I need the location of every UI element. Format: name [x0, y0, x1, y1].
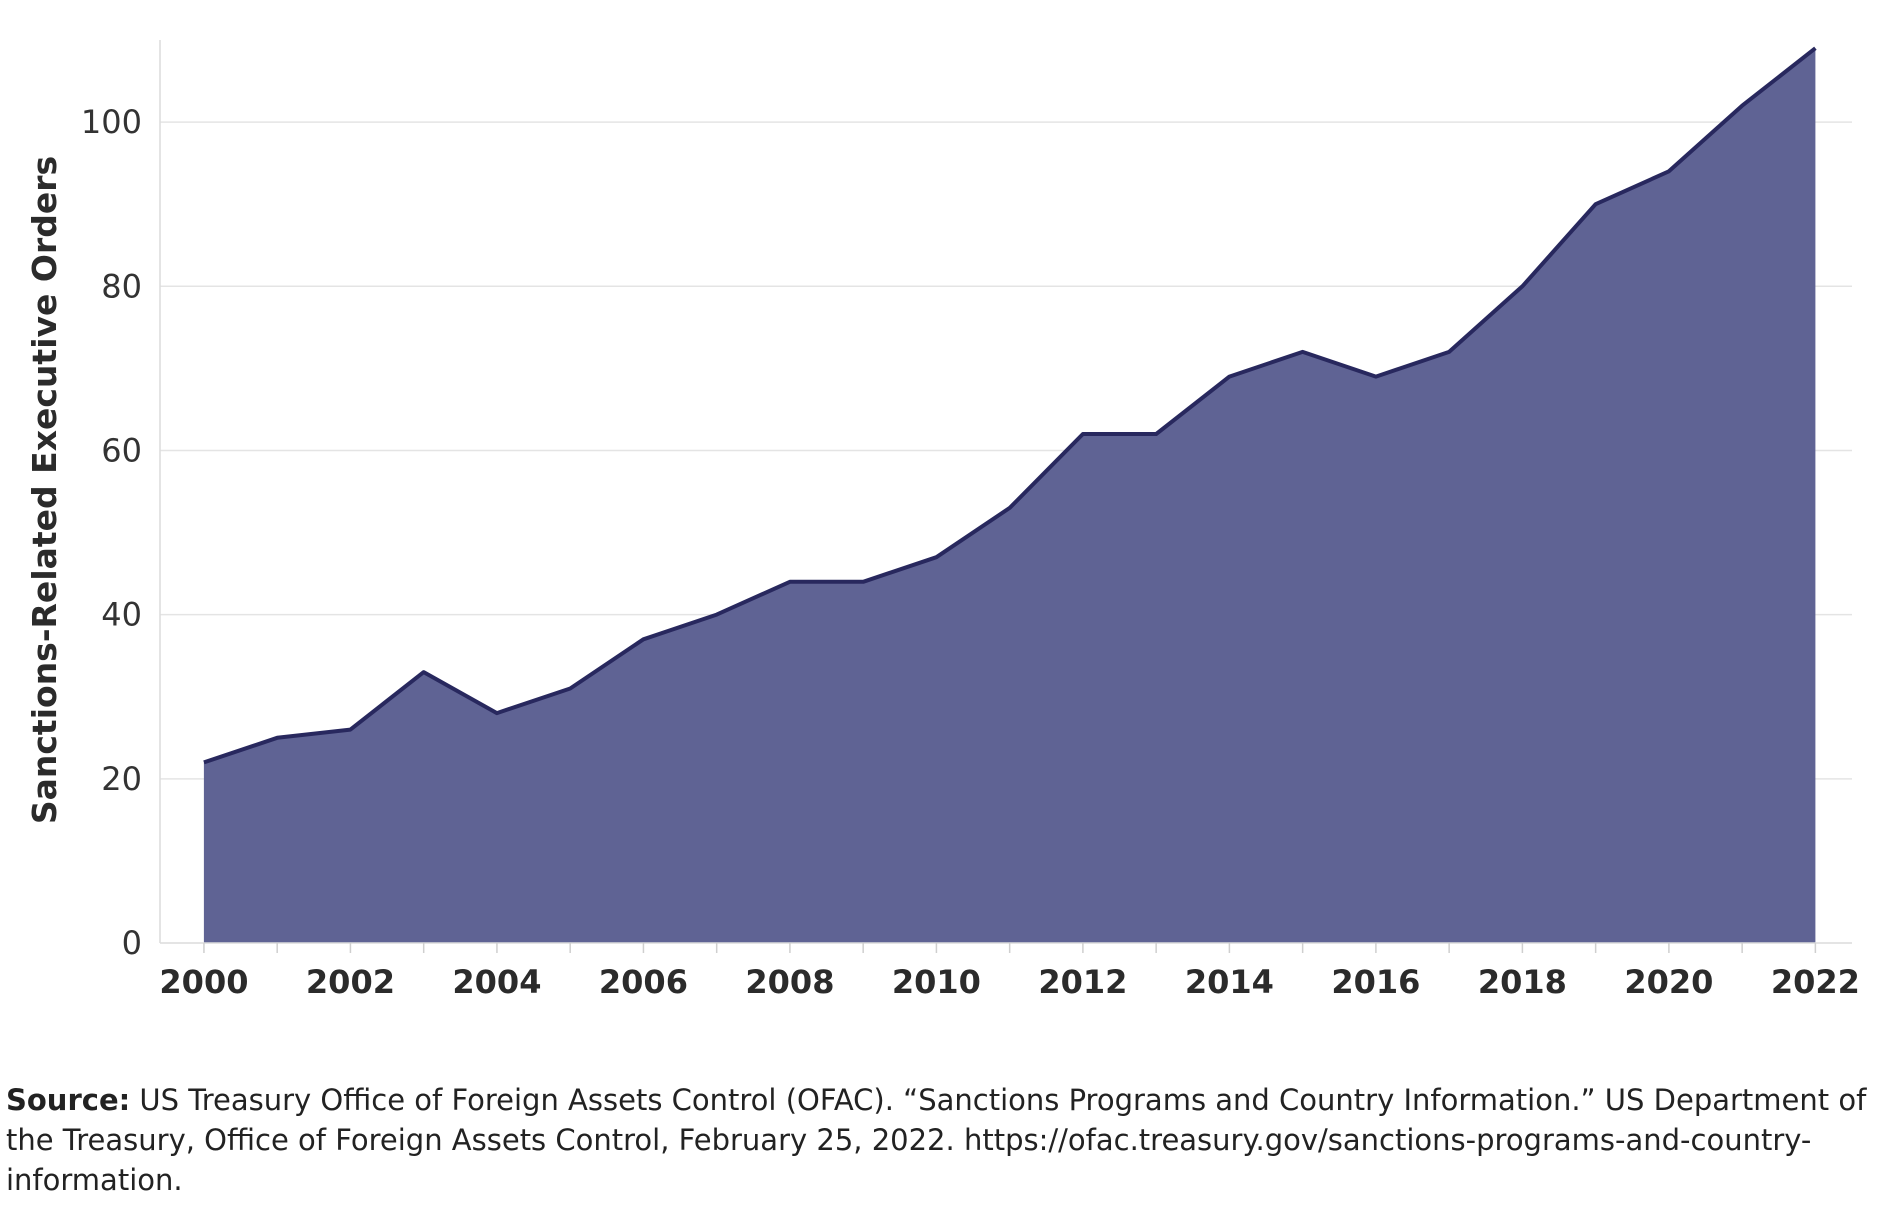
source-label: Source:: [6, 1083, 131, 1117]
y-axis-label: Sanctions-Related Executive Orders: [25, 156, 64, 824]
x-tick-label: 2022: [1771, 963, 1860, 1001]
x-tick-label: 2016: [1331, 963, 1420, 1001]
x-tick-label: 2006: [599, 963, 688, 1001]
y-tick-label: 0: [122, 924, 142, 962]
x-tick-label: 2000: [159, 963, 248, 1001]
x-tick-label: 2018: [1478, 963, 1567, 1001]
area-chart: 2000 2002 2004 2006 2008 2010 2012 2014 2016 2018…: [25, 40, 1860, 1001]
y-tick-label: 40: [101, 596, 142, 634]
source-note: Source: US Treasury Office of Foreign As…: [6, 1080, 1886, 1200]
x-tick-label: 2002: [306, 963, 395, 1001]
source-text: US Treasury Office of Foreign Assets Con…: [6, 1083, 1867, 1197]
area-fill: [203, 48, 1816, 943]
x-tick-label: 2020: [1624, 963, 1713, 1001]
y-tick-label: 100: [81, 103, 142, 141]
x-tick-label: 2014: [1185, 963, 1274, 1001]
y-tick-label: 60: [101, 431, 142, 469]
series-line: [203, 46, 1817, 765]
x-tick-label: 2012: [1038, 963, 1127, 1001]
y-tick-label: 80: [101, 267, 142, 305]
y-tick-label: 20: [101, 760, 142, 798]
x-tick-label: 2004: [452, 963, 541, 1001]
y-axis-ticks: 0 20 40 60 80 100: [81, 103, 142, 962]
x-tick-label: 2008: [745, 963, 834, 1001]
x-axis-ticks: 2000 2002 2004 2006 2008 2010 2012 2014 2016 2018…: [159, 943, 1860, 1001]
x-tick-label: 2010: [892, 963, 981, 1001]
